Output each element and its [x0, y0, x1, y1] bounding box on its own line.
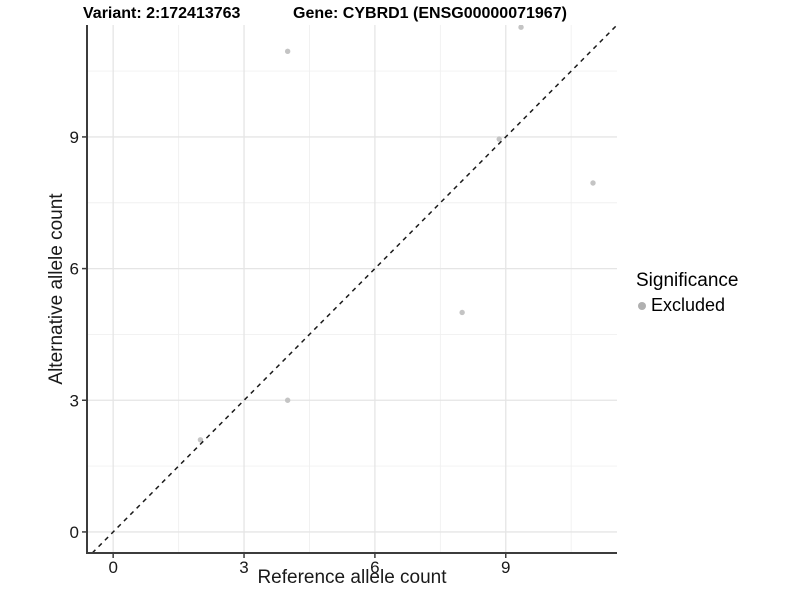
variant-title: Variant: 2:172413763 — [83, 5, 241, 22]
y-tick-label: 0 — [70, 523, 79, 542]
data-point — [197, 437, 204, 443]
identity-line — [91, 25, 617, 553]
x-tick-label: 9 — [501, 558, 510, 577]
x-tick-label: 0 — [108, 558, 117, 577]
data-point — [284, 48, 291, 55]
gene-title: Gene: CYBRD1 (ENSG00000071967) — [293, 5, 567, 22]
data-point — [496, 136, 502, 142]
data-point — [590, 180, 596, 186]
x-tick-label: 3 — [239, 558, 248, 577]
legend-item-excluded: Excluded — [636, 295, 738, 316]
y-tick-label: 9 — [70, 128, 79, 147]
legend: Significance Excluded — [636, 270, 738, 316]
y-tick-label: 6 — [70, 260, 79, 279]
y-tick-label: 3 — [70, 391, 79, 410]
x-axis-title: Reference allele count — [257, 567, 447, 588]
data-point — [518, 25, 524, 30]
y-axis-title: Alternative allele count — [46, 193, 67, 385]
data-point — [284, 397, 291, 403]
legend-point-icon — [638, 301, 646, 310]
legend-item-label: Excluded — [651, 295, 726, 315]
legend-title: Significance — [636, 270, 739, 291]
x-tick-label: 6 — [370, 558, 379, 577]
data-point — [459, 309, 465, 316]
